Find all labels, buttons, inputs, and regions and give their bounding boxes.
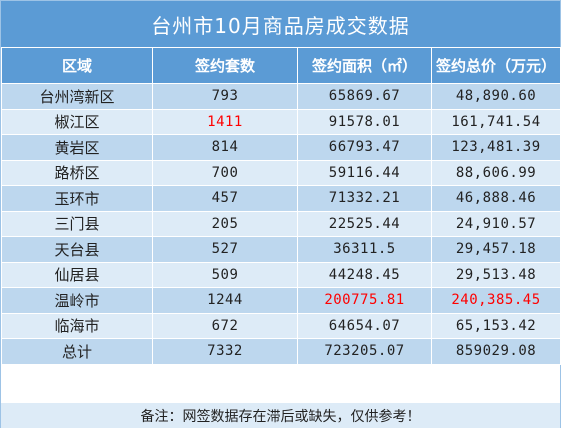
table-row: 温岭市 1244 200775.81 240,385.45 <box>1 287 561 314</box>
cell-region: 仙居县 <box>1 261 153 288</box>
table-row: 台州湾新区 793 65869.67 48,890.60 <box>1 83 561 110</box>
cell-area: 71332.21 <box>297 185 432 212</box>
cell-area: 66793.47 <box>297 134 432 161</box>
cell-units: 509 <box>152 261 298 288</box>
cell-region-total: 总计 <box>1 338 153 365</box>
header-row: 区域 签约套数 签约面积（㎡） 签约总价（万元） <box>1 47 561 84</box>
cell-price: 161,741.54 <box>431 108 561 135</box>
sales-table: 区域 签约套数 签约面积（㎡） 签约总价（万元） 台州湾新区 793 65869… <box>1 47 561 365</box>
cell-area: 22525.44 <box>297 210 432 237</box>
footnote: 备注：网签数据存在滞后或缺失，仅供参考！ <box>1 402 560 428</box>
cell-region: 台州湾新区 <box>1 83 153 110</box>
column-header-price: 签约总价（万元） <box>431 47 561 84</box>
cell-price-total: 859029.08 <box>431 338 561 365</box>
cell-units: 205 <box>152 210 298 237</box>
table-title: 台州市10月商品房成交数据 <box>1 1 560 47</box>
cell-units: 700 <box>152 159 298 186</box>
column-header-units: 签约套数 <box>152 47 298 84</box>
cell-units: 672 <box>152 312 298 339</box>
column-header-area: 签约面积（㎡） <box>297 47 432 84</box>
cell-region: 玉环市 <box>1 185 153 212</box>
table-row: 路桥区 700 59116.44 88,606.99 <box>1 159 561 186</box>
table-row: 仙居县 509 44248.45 29,513.48 <box>1 261 561 288</box>
cell-units-highlight: 1411 <box>152 108 298 135</box>
cell-price: 65,153.42 <box>431 312 561 339</box>
cell-area: 59116.44 <box>297 159 432 186</box>
cell-area: 91578.01 <box>297 108 432 135</box>
cell-units: 527 <box>152 236 298 263</box>
cell-region: 路桥区 <box>1 159 153 186</box>
table-row: 临海市 672 64654.07 65,153.42 <box>1 312 561 339</box>
table-row: 黄岩区 814 66793.47 123,481.39 <box>1 134 561 161</box>
cell-units: 1244 <box>152 287 298 314</box>
total-row: 总计 7332 723205.07 859029.08 <box>1 338 561 365</box>
cell-price: 48,890.60 <box>431 83 561 110</box>
cell-units: 457 <box>152 185 298 212</box>
cell-region: 三门县 <box>1 210 153 237</box>
cell-units-total: 7332 <box>152 338 298 365</box>
cell-region: 黄岩区 <box>1 134 153 161</box>
cell-price: 88,606.99 <box>431 159 561 186</box>
table-row: 天台县 527 36311.5 29,457.18 <box>1 236 561 263</box>
table-row: 三门县 205 22525.44 24,910.57 <box>1 210 561 237</box>
cell-region: 椒江区 <box>1 108 153 135</box>
cell-price: 46,888.46 <box>431 185 561 212</box>
cell-price: 123,481.39 <box>431 134 561 161</box>
column-header-region: 区域 <box>1 47 153 84</box>
cell-price: 29,513.48 <box>431 261 561 288</box>
cell-price: 29,457.18 <box>431 236 561 263</box>
cell-area-highlight: 200775.81 <box>297 287 432 314</box>
cell-area: 44248.45 <box>297 261 432 288</box>
cell-area: 36311.5 <box>297 236 432 263</box>
cell-area: 65869.67 <box>297 83 432 110</box>
cell-region: 温岭市 <box>1 287 153 314</box>
cell-region: 临海市 <box>1 312 153 339</box>
cell-price: 24,910.57 <box>431 210 561 237</box>
cell-units: 814 <box>152 134 298 161</box>
cell-region: 天台县 <box>1 236 153 263</box>
cell-area-total: 723205.07 <box>297 338 432 365</box>
table-row: 玉环市 457 71332.21 46,888.46 <box>1 185 561 212</box>
cell-area: 64654.07 <box>297 312 432 339</box>
table-row: 椒江区 1411 91578.01 161,741.54 <box>1 108 561 135</box>
cell-price-highlight: 240,385.45 <box>431 287 561 314</box>
cell-units: 793 <box>152 83 298 110</box>
